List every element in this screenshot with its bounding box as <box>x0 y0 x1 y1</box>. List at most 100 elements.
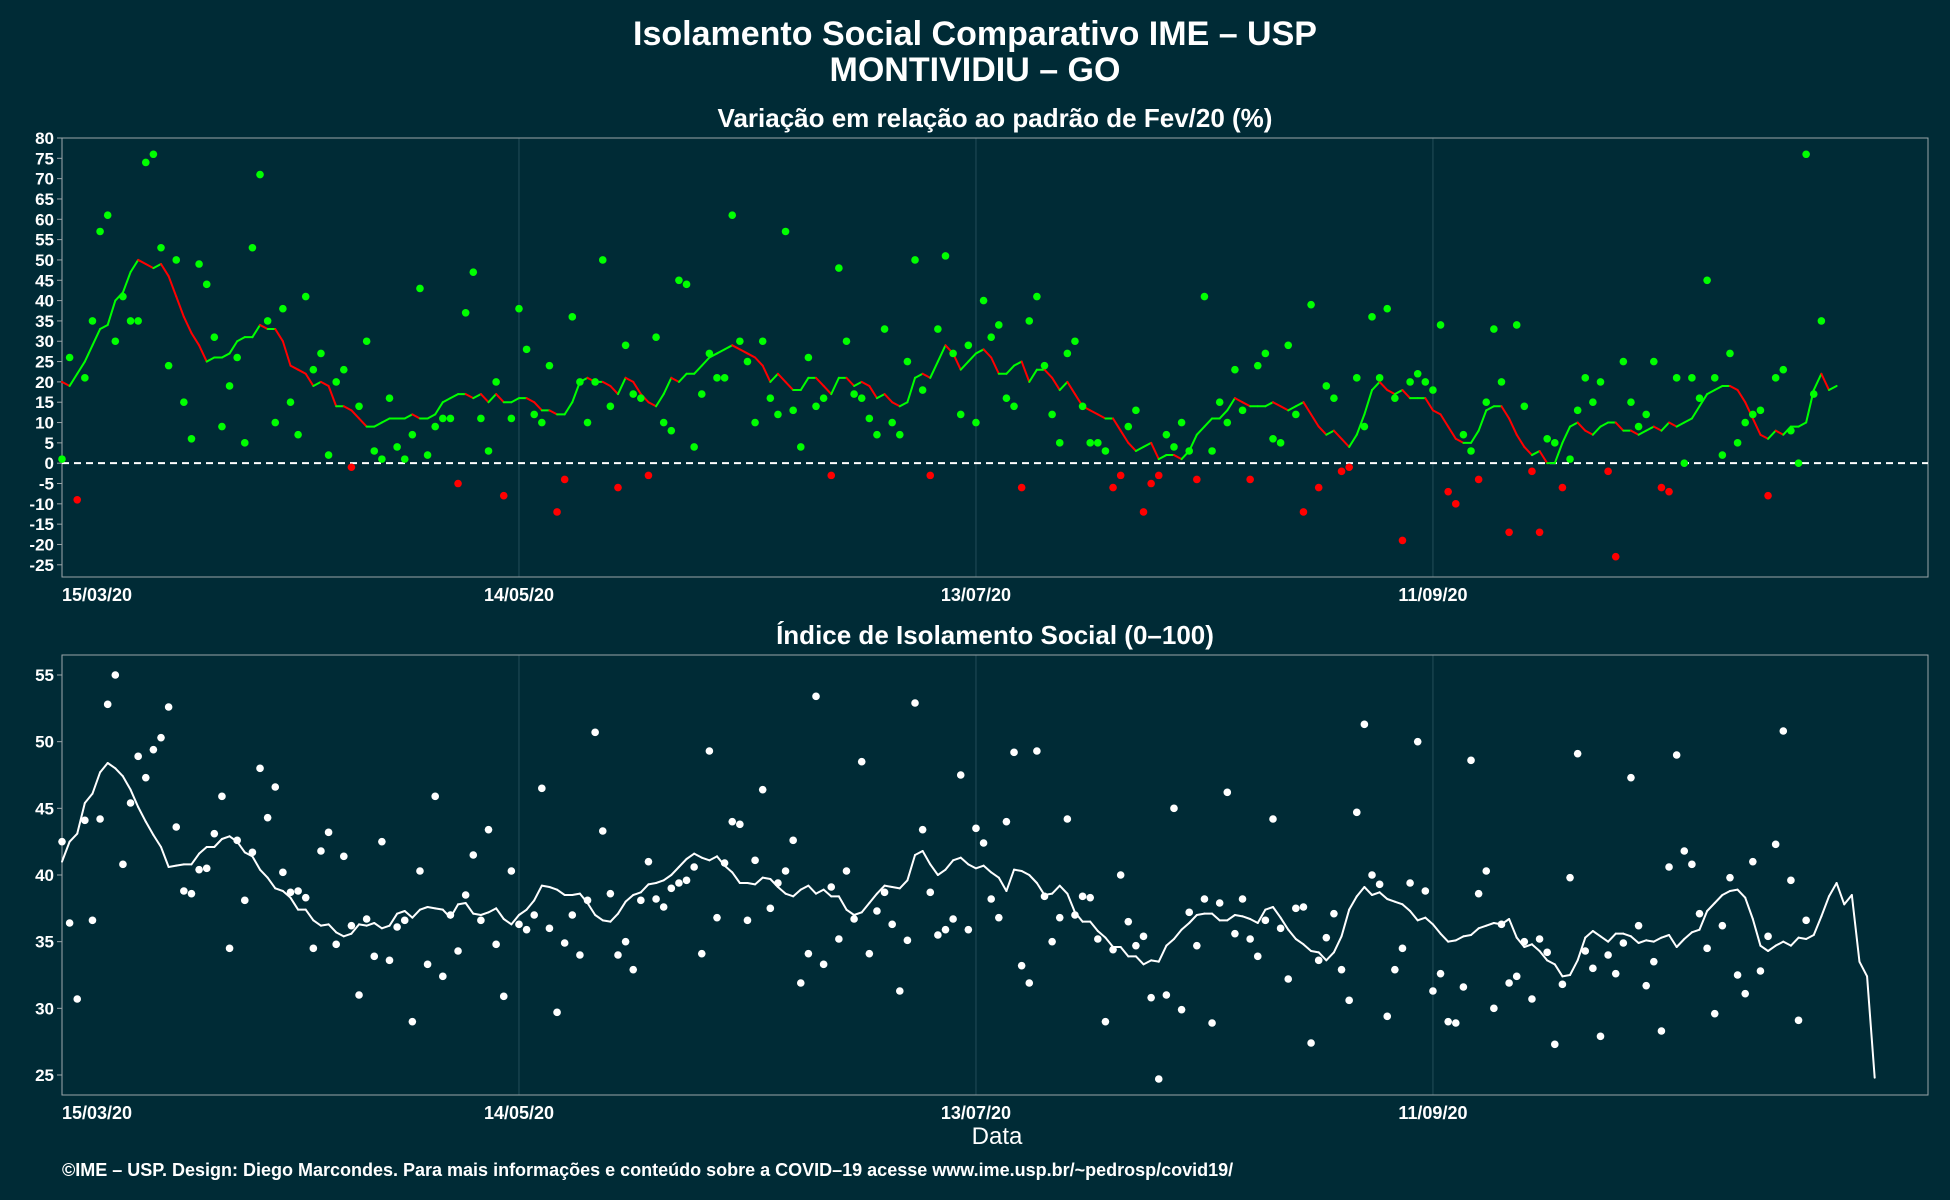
trend-line-segment <box>1721 890 1731 896</box>
data-point <box>393 923 401 931</box>
trend-line-segment <box>472 393 482 400</box>
data-point <box>141 773 150 782</box>
data-point <box>1688 860 1696 869</box>
data-point <box>378 455 386 463</box>
trend-line-segment <box>274 887 284 892</box>
trend-line-segment <box>1066 892 1076 914</box>
data-point <box>1055 439 1064 447</box>
y-tick-label: 30 <box>35 999 54 1018</box>
data-point <box>675 879 683 887</box>
data-point <box>263 813 272 822</box>
data-point <box>1809 390 1818 398</box>
data-point <box>1078 402 1087 411</box>
data-point <box>1284 341 1293 350</box>
trend-line-segment <box>1195 912 1206 916</box>
trend-line-segment <box>1439 932 1450 943</box>
trend-line-segment <box>380 924 391 930</box>
trend-line-segment <box>891 886 901 890</box>
chart-title: Isolamento Social Comparativo IME – USP <box>633 15 1317 53</box>
trend-line-segment <box>1355 886 1366 898</box>
data-point <box>804 949 813 958</box>
trend-line-segment <box>61 380 71 387</box>
data-point <box>1787 426 1795 435</box>
data-point <box>1611 552 1620 561</box>
data-point <box>1154 1075 1163 1083</box>
y-tick-label: 80 <box>35 129 54 148</box>
data-point <box>263 317 272 325</box>
trend-line-segment <box>1668 934 1678 948</box>
trend-line-segment <box>632 380 642 396</box>
data-point <box>1337 965 1346 974</box>
trend-line-segment <box>1500 405 1511 420</box>
data-point <box>515 920 523 929</box>
data-point <box>736 820 744 829</box>
data-point <box>1383 1012 1392 1021</box>
data-point <box>934 931 942 939</box>
y-tick-label: 10 <box>35 414 54 433</box>
trend-line-segment <box>1515 936 1526 948</box>
data-point <box>682 876 691 885</box>
data-point <box>789 836 797 845</box>
data-point <box>1292 904 1300 913</box>
data-point <box>1764 932 1772 941</box>
trend-line-segment <box>1447 425 1457 440</box>
trend-line-segment <box>1530 449 1541 457</box>
trend-line-segment <box>1172 454 1183 461</box>
data-point <box>340 852 348 861</box>
data-point <box>1444 487 1452 496</box>
trend-line-segment <box>1629 429 1640 436</box>
data-point <box>1604 951 1612 959</box>
data-point <box>926 471 935 480</box>
trend-line-segment <box>1607 932 1617 943</box>
trend-line-segment <box>1424 916 1434 926</box>
data-point <box>583 896 592 905</box>
trend-line-segment <box>1866 975 1876 1079</box>
trend-line-segment <box>289 364 300 371</box>
data-point <box>1314 956 1323 965</box>
data-point <box>347 463 356 472</box>
trend-line-segment <box>495 907 505 920</box>
trend-line-segment <box>190 852 201 866</box>
trend-line-segment <box>868 892 878 904</box>
data-point <box>964 925 973 934</box>
data-point <box>1650 957 1658 966</box>
y-tick-label: -15 <box>29 515 54 534</box>
trend-line-segment <box>350 923 361 935</box>
data-point <box>1695 909 1704 918</box>
data-point <box>1010 748 1018 757</box>
trend-line-segment <box>1249 918 1259 924</box>
trend-line-segment <box>860 902 871 914</box>
data-point <box>1147 479 1155 488</box>
data-point <box>1360 422 1369 431</box>
y-tick-label: -25 <box>29 556 54 575</box>
trend-line-segment <box>1378 380 1389 392</box>
data-point <box>1619 357 1628 366</box>
data-point <box>385 956 394 965</box>
y-tick-label: 40 <box>35 292 54 311</box>
data-point <box>1703 944 1711 953</box>
trend-line-segment <box>1226 397 1236 412</box>
data-point <box>1048 410 1056 419</box>
trend-line-segment <box>1340 908 1351 938</box>
trend-line-segment <box>1675 421 1686 428</box>
data-point <box>355 402 363 411</box>
trend-line-segment <box>449 393 460 400</box>
trend-line-segment <box>1690 405 1701 420</box>
x-tick-label: 14/05/20 <box>484 1103 554 1123</box>
data-point <box>1421 887 1430 895</box>
trend-line-segment <box>967 863 977 870</box>
data-point <box>789 406 797 415</box>
trend-line-segment <box>556 888 566 896</box>
data-point <box>1193 475 1201 484</box>
data-point <box>1307 1039 1315 1047</box>
trend-line-segment <box>335 931 345 938</box>
data-point <box>73 995 82 1003</box>
data-point <box>553 1008 561 1017</box>
trend-line-segment <box>616 900 627 915</box>
trend-line-segment <box>1569 959 1579 976</box>
data-point <box>895 430 904 439</box>
trend-line-segment <box>1150 441 1160 461</box>
data-point <box>294 430 302 439</box>
data-point <box>393 443 401 451</box>
data-point <box>1749 857 1757 866</box>
